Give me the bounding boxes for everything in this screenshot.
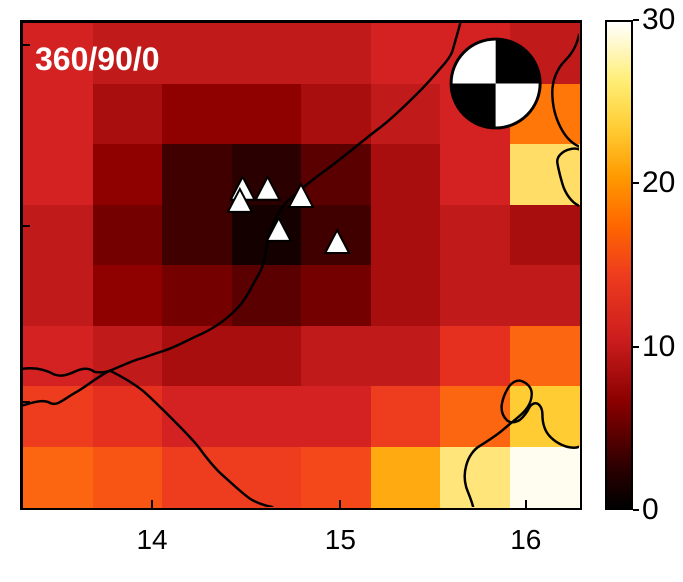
coastline	[552, 35, 579, 147]
x-tick	[525, 500, 527, 510]
mechanism-label: 360/90/0	[35, 41, 160, 78]
coastline	[72, 369, 94, 373]
x-tick	[151, 500, 153, 510]
colorbar	[605, 20, 633, 510]
plot-area: 360/90/0	[20, 20, 582, 510]
coastline	[322, 23, 461, 173]
x-tick-label: 16	[510, 524, 541, 556]
beachball-icon	[451, 39, 540, 128]
colorbar-tick-label: 30	[642, 3, 675, 37]
colorbar-tick	[633, 19, 639, 21]
station-marker	[325, 230, 349, 253]
colorbar-tick-label: 10	[642, 330, 675, 364]
y-tick	[20, 44, 30, 46]
coastline	[199, 448, 272, 507]
coastline	[557, 149, 579, 206]
y-tick	[20, 401, 30, 403]
coastline	[465, 381, 579, 507]
x-tick	[339, 500, 341, 510]
coastline	[110, 305, 241, 371]
coastline	[94, 371, 110, 373]
map-overlay	[23, 23, 579, 507]
colorbar-tick	[633, 509, 639, 511]
station-marker	[256, 177, 280, 200]
y-tick	[20, 225, 30, 227]
x-axis: 14 15 16	[20, 520, 582, 560]
chart-container: 360/90/0 141516 0102030	[10, 10, 683, 572]
colorbar-tick-label: 20	[642, 166, 675, 200]
colorbar-tick-label: 0	[642, 493, 659, 527]
colorbar-tick	[633, 182, 639, 184]
x-tick-label: 15	[325, 524, 356, 556]
coastline	[110, 371, 199, 448]
coastline	[23, 368, 72, 375]
x-tick-label: 14	[136, 524, 167, 556]
colorbar-tick	[633, 346, 639, 348]
